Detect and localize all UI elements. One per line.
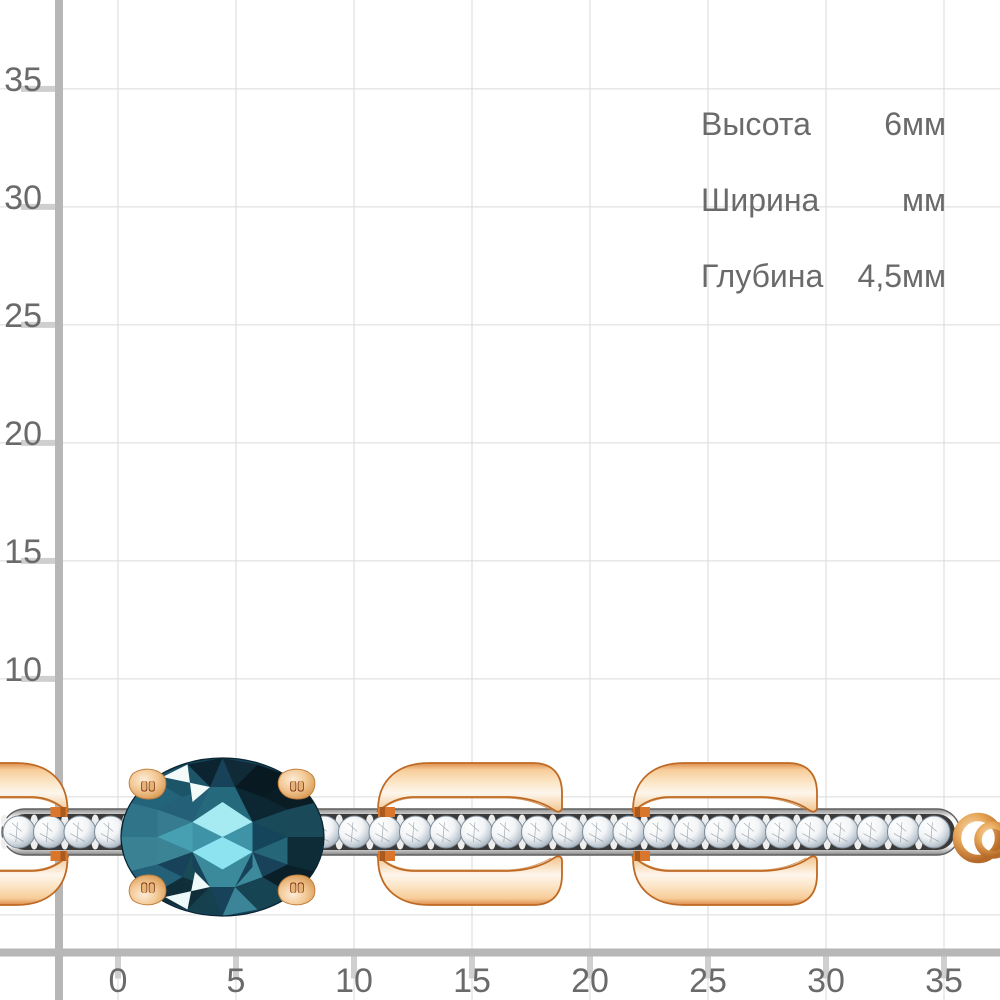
svg-text:25: 25 xyxy=(4,297,42,335)
svg-text:30: 30 xyxy=(4,179,42,217)
svg-text:мм: мм xyxy=(902,182,946,218)
svg-text:5: 5 xyxy=(227,962,246,1000)
svg-text:35: 35 xyxy=(4,61,42,99)
svg-text:20: 20 xyxy=(4,415,42,453)
svg-text:15: 15 xyxy=(4,533,42,571)
svg-text:30: 30 xyxy=(807,962,845,1000)
svg-text:20: 20 xyxy=(571,962,609,1000)
svg-text:Высота: Высота xyxy=(701,106,811,142)
svg-text:Глубина: Глубина xyxy=(701,258,823,294)
svg-text:Ширина: Ширина xyxy=(701,182,820,218)
svg-text:25: 25 xyxy=(689,962,727,1000)
svg-text:10: 10 xyxy=(335,962,373,1000)
svg-text:15: 15 xyxy=(453,962,491,1000)
svg-text:35: 35 xyxy=(925,962,963,1000)
svg-text:0: 0 xyxy=(109,962,128,1000)
svg-text:4,5мм: 4,5мм xyxy=(858,258,946,294)
svg-text:6мм: 6мм xyxy=(884,106,946,142)
svg-text:10: 10 xyxy=(4,651,42,689)
